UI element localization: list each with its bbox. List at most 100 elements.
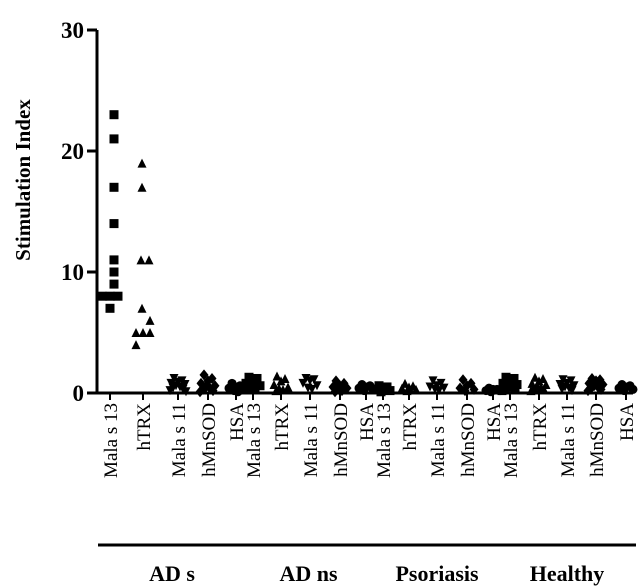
data-point xyxy=(144,255,154,265)
data-point xyxy=(109,110,119,120)
group-label: Healthy xyxy=(530,561,605,586)
data-point xyxy=(569,381,579,391)
data-point xyxy=(105,303,115,313)
y-tick-label: 30 xyxy=(61,18,84,43)
data-point xyxy=(113,291,123,301)
x-tick-label: hTRX xyxy=(134,403,155,451)
data-point xyxy=(439,383,449,393)
data-point xyxy=(628,384,638,394)
data-point xyxy=(208,385,218,397)
data-point xyxy=(505,376,515,386)
data-point xyxy=(131,340,141,350)
data-point xyxy=(557,384,567,394)
y-axis-label: Stimulation Index xyxy=(11,99,35,261)
data-point xyxy=(555,380,565,390)
data-point xyxy=(402,386,412,396)
x-tick-label: hTRX xyxy=(400,403,421,451)
data-point xyxy=(486,387,496,397)
data-point xyxy=(165,386,175,396)
data-point xyxy=(411,384,421,394)
data-point xyxy=(619,386,629,396)
data-point xyxy=(278,384,288,394)
data-point xyxy=(596,383,606,395)
data-point xyxy=(166,378,176,388)
data-point xyxy=(243,384,253,394)
data-point xyxy=(510,384,520,394)
x-tick-label: HSA xyxy=(617,403,638,441)
data-point xyxy=(359,386,369,396)
data-point xyxy=(526,386,536,396)
x-tick-label: hTRX xyxy=(530,403,551,451)
data-point xyxy=(109,267,119,277)
data-point xyxy=(283,382,293,392)
data-point xyxy=(312,381,322,391)
data-point xyxy=(138,328,148,337)
data-point xyxy=(425,382,435,392)
data-point xyxy=(109,219,119,229)
data-point xyxy=(271,386,281,396)
group-label: AD s xyxy=(149,561,195,586)
data-point xyxy=(539,384,549,394)
data-point xyxy=(566,376,576,386)
x-tick-label: HSA xyxy=(227,403,248,441)
data-point xyxy=(195,386,205,398)
data-point xyxy=(109,182,119,192)
data-point xyxy=(272,371,282,381)
y-ticks: 0 10 20 30 xyxy=(61,18,97,406)
data-point xyxy=(497,386,507,396)
data-point xyxy=(498,378,508,388)
data-point xyxy=(567,386,577,396)
data-point xyxy=(371,384,381,394)
data-point xyxy=(145,315,155,325)
group-label: Psoriasis xyxy=(395,561,479,586)
data-point xyxy=(301,373,311,383)
data-point xyxy=(330,386,340,398)
x-tick-label: Mala s 13 xyxy=(101,403,122,478)
x-tick-label: hMnSOD xyxy=(458,403,479,477)
group-label: AD ns xyxy=(279,561,338,586)
data-point xyxy=(307,384,317,394)
x-tick-label: Mala s 11 xyxy=(428,403,449,477)
y-tick-label: 10 xyxy=(61,260,84,285)
data-point xyxy=(255,381,265,391)
data-point xyxy=(248,376,258,386)
x-tick-label: HSA xyxy=(484,403,505,441)
x-tick-label: hMnSOD xyxy=(199,403,220,477)
data-point xyxy=(385,386,395,396)
x-tick-label: hMnSOD xyxy=(331,403,352,477)
data-point xyxy=(276,376,286,386)
y-tick-label: 20 xyxy=(61,139,84,164)
data-point xyxy=(131,328,141,337)
data-point xyxy=(241,378,251,388)
data-point xyxy=(180,380,190,390)
x-tick-label: Mala s 11 xyxy=(301,403,322,477)
data-point xyxy=(137,158,147,168)
x-tick-label: Mala s 13 xyxy=(374,403,395,478)
data-point xyxy=(137,182,147,192)
data-point xyxy=(305,376,315,386)
data-point xyxy=(376,387,386,397)
data-point xyxy=(428,376,438,386)
x-tick-label: Mala s 11 xyxy=(169,403,190,477)
data-points xyxy=(97,110,638,398)
data-point xyxy=(250,383,260,393)
x-tick-label: Mala s 13 xyxy=(501,403,522,478)
data-point xyxy=(434,386,444,396)
x-tick-label: Mala s 11 xyxy=(558,403,579,477)
data-point xyxy=(397,383,407,393)
group-labels: AD s AD ns Psoriasis Healthy xyxy=(98,543,636,586)
x-tick-label: Mala s 13 xyxy=(244,403,265,478)
x-tick-label: hMnSOD xyxy=(587,403,608,477)
data-point xyxy=(109,255,119,265)
data-point xyxy=(181,387,191,397)
data-point xyxy=(109,134,119,144)
data-point xyxy=(298,378,308,388)
y-tick-label: 0 xyxy=(73,381,85,406)
data-point xyxy=(469,383,479,395)
data-point xyxy=(530,372,540,382)
data-point xyxy=(105,291,115,301)
data-point xyxy=(512,380,522,390)
x-tick-label: hTRX xyxy=(272,403,293,451)
